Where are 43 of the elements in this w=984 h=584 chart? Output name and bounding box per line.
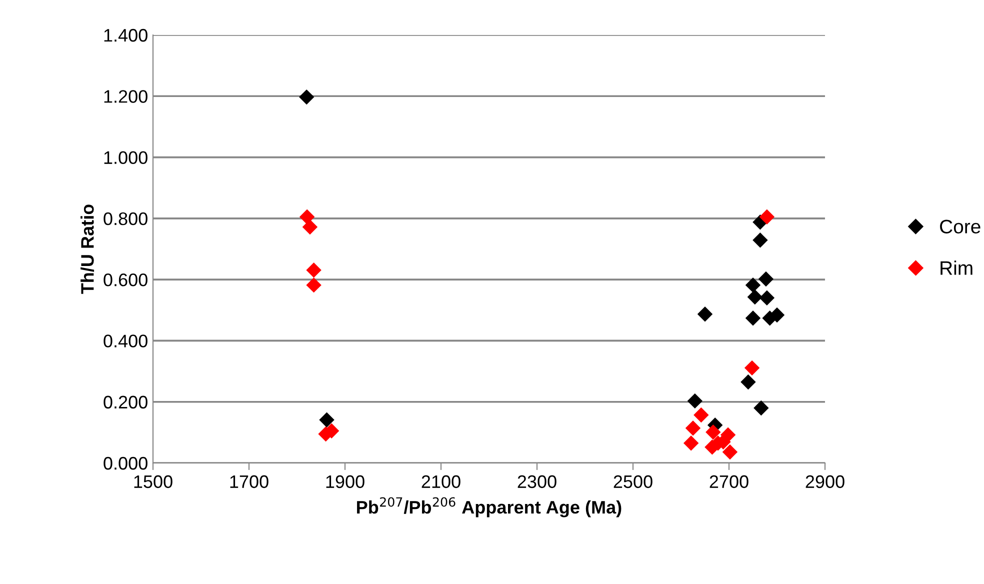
point bbox=[306, 277, 322, 293]
point bbox=[685, 420, 701, 436]
point bbox=[745, 310, 761, 326]
point bbox=[299, 209, 315, 225]
x-tick-label: 1500 bbox=[134, 475, 172, 488]
legend-label: Core bbox=[940, 220, 980, 234]
x-tick-label: 2900 bbox=[806, 475, 844, 488]
legend-label: Rim bbox=[940, 260, 972, 275]
point bbox=[302, 219, 318, 235]
point bbox=[683, 436, 699, 451]
y-axis-title: Th/U Ratio bbox=[80, 204, 94, 294]
x-tick-label: 2700 bbox=[710, 475, 748, 488]
x-tick-label: 2300 bbox=[518, 475, 556, 488]
x-axis-title: Pb$^{207}$/Pb$^{206}$ Apparent Age (Ma) bbox=[357, 497, 622, 518]
y-tick-label: 1.000 bbox=[104, 151, 148, 164]
point bbox=[758, 271, 774, 287]
point bbox=[740, 374, 756, 390]
y-tick-label: 1.200 bbox=[104, 90, 148, 103]
x-tick-label: 1700 bbox=[230, 475, 268, 488]
y-tick-label: 0.200 bbox=[104, 396, 148, 409]
y-tick-label: 0.400 bbox=[104, 334, 148, 348]
point bbox=[747, 289, 763, 305]
y-tick-label: 1.400 bbox=[104, 28, 148, 42]
point bbox=[759, 209, 775, 225]
x-tick-label: 1900 bbox=[326, 475, 364, 488]
point bbox=[694, 407, 709, 423]
x-tick-label: 2500 bbox=[614, 475, 652, 488]
point bbox=[298, 89, 314, 105]
point bbox=[752, 232, 768, 248]
point bbox=[744, 360, 760, 376]
point bbox=[754, 400, 769, 416]
point bbox=[722, 444, 738, 460]
point bbox=[319, 412, 334, 428]
point bbox=[706, 424, 721, 440]
y-tick-label: 0.800 bbox=[104, 212, 148, 226]
point bbox=[745, 277, 761, 293]
point bbox=[697, 306, 713, 322]
y-tick-label: 0.000 bbox=[104, 456, 148, 470]
point bbox=[687, 393, 703, 409]
point bbox=[306, 262, 322, 278]
point bbox=[759, 290, 775, 306]
y-tick-label: 0.600 bbox=[104, 274, 148, 286]
x-tick-label: 2100 bbox=[422, 475, 460, 488]
